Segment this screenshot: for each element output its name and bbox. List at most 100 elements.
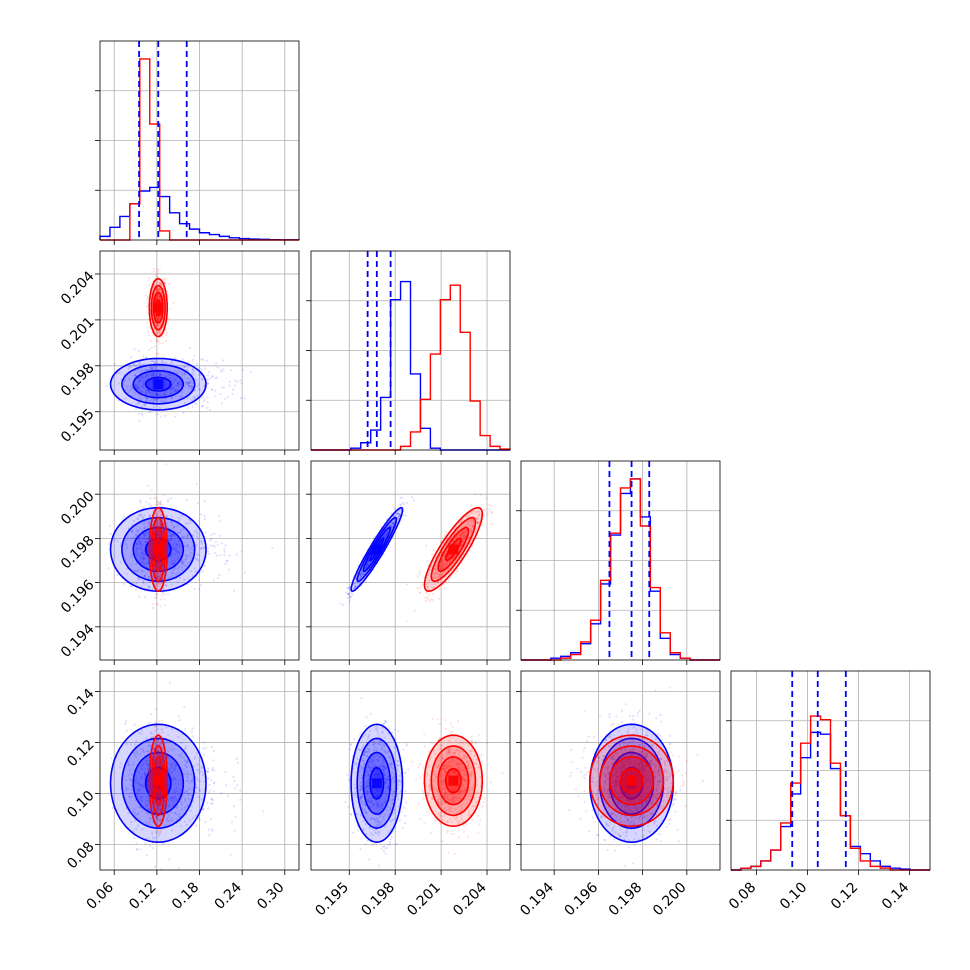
scatter-point-blue <box>350 591 353 594</box>
scatter-point-blue <box>137 378 140 381</box>
scatter-point-red <box>156 562 159 565</box>
scatter-point-blue <box>351 587 355 590</box>
scatter-point-blue <box>146 374 149 377</box>
scatter-point-blue <box>189 555 192 558</box>
scatter-point-blue <box>190 570 193 573</box>
scatter-point-blue <box>189 809 192 812</box>
scatter-point-blue <box>359 581 362 584</box>
scatter-point-blue <box>141 544 144 547</box>
scatter-point-blue <box>168 858 171 861</box>
scatter-point-blue <box>208 783 211 787</box>
scatter-point-blue <box>174 764 177 768</box>
scatter-point-red <box>155 561 158 564</box>
scatter-point-red <box>460 526 463 529</box>
scatter-point-red <box>447 554 450 557</box>
scatter-point-blue <box>164 400 167 403</box>
scatter-point-red <box>474 492 477 496</box>
scatter-point-red <box>476 521 479 524</box>
scatter-point-red <box>157 288 160 292</box>
scatter-point-blue <box>160 400 163 403</box>
scatter-point-blue <box>135 534 138 537</box>
scatter-point-blue <box>204 531 207 534</box>
scatter-point-blue <box>156 500 159 503</box>
scatter-point-blue <box>212 579 215 582</box>
scatter-point-blue <box>184 791 187 794</box>
scatter-point-red <box>153 755 156 759</box>
scatter-point-blue <box>361 572 364 575</box>
scatter-point-red <box>155 532 158 535</box>
scatter-point-blue <box>150 736 153 739</box>
scatter-point-blue <box>157 834 160 838</box>
scatter-point-blue <box>193 396 196 399</box>
scatter-point-blue <box>170 379 173 382</box>
scatter-point-blue <box>156 413 159 416</box>
scatter-point-blue <box>212 790 216 793</box>
scatter-point-blue <box>143 526 146 529</box>
scatter-point-blue <box>150 367 154 370</box>
scatter-point-red <box>159 572 162 575</box>
scatter-point-blue <box>159 605 162 608</box>
scatter-point-red <box>156 773 159 777</box>
scatter-point-blue <box>149 744 152 747</box>
scatter-point-blue <box>386 517 389 520</box>
scatter-point-blue <box>198 588 201 591</box>
scatter-point-red <box>441 566 445 569</box>
scatter-point-blue <box>177 547 181 550</box>
scatter-point-blue <box>147 795 150 798</box>
scatter-point-blue <box>119 766 122 769</box>
scatter-point-blue <box>201 547 204 550</box>
scatter-point-blue <box>125 729 128 732</box>
scatter-point-blue <box>146 389 150 392</box>
scatter-point-blue <box>162 384 165 387</box>
scatter-point-blue <box>175 379 178 382</box>
scatter-point-blue <box>203 500 206 503</box>
scatter-point-blue <box>153 399 156 402</box>
scatter-point-blue <box>348 593 351 596</box>
scatter-point-red <box>159 501 162 504</box>
scatter-point-red <box>158 503 161 506</box>
scatter-point-red <box>442 564 445 568</box>
scatter-point-blue <box>119 372 122 375</box>
scatter-point-blue <box>240 550 243 553</box>
scatter-point-blue <box>176 389 180 392</box>
scatter-point-blue <box>143 575 146 578</box>
scatter-point-red <box>430 585 433 589</box>
scatter-point-blue <box>137 812 141 815</box>
scatter-point-blue <box>233 787 237 790</box>
scatter-point-blue <box>202 808 205 811</box>
scatter-point-blue <box>393 514 396 517</box>
scatter-point-red <box>154 321 157 324</box>
scatter-point-blue <box>142 579 145 583</box>
scatter-point-blue <box>170 515 173 518</box>
scatter-point-blue <box>143 396 146 399</box>
scatter-point-red <box>433 586 436 589</box>
scatter-point-blue <box>144 392 147 395</box>
scatter-point-blue <box>187 779 190 782</box>
scatter-point-blue <box>176 372 179 375</box>
scatter-point-blue <box>173 769 176 772</box>
scatter-point-blue <box>366 563 370 566</box>
scatter-point-blue <box>187 543 190 546</box>
scatter-point-blue <box>141 582 144 585</box>
scatter-point-red <box>155 512 158 516</box>
scatter-point-blue <box>178 565 181 568</box>
scatter-point-red <box>147 484 150 488</box>
scatter-point-red <box>461 532 464 535</box>
scatter-point-red <box>155 523 158 526</box>
scatter-point-red <box>152 497 155 500</box>
scatter-point-blue <box>183 799 186 802</box>
scatter-point-red <box>160 582 163 585</box>
scatter-point-blue <box>222 386 226 389</box>
scatter-point-blue <box>187 792 190 796</box>
scatter-point-blue <box>181 568 184 571</box>
scatter-point-blue <box>147 382 150 385</box>
scatter-point-red <box>445 549 448 552</box>
scatter-point-red <box>157 563 160 566</box>
scatter-point-blue <box>195 777 198 780</box>
scatter-point-red <box>157 542 160 545</box>
scatter-point-blue <box>207 791 210 794</box>
scatter-point-red <box>156 561 159 564</box>
scatter-point-blue <box>167 383 170 387</box>
scatter-point-blue <box>171 559 174 563</box>
scatter-point-blue <box>141 537 144 540</box>
